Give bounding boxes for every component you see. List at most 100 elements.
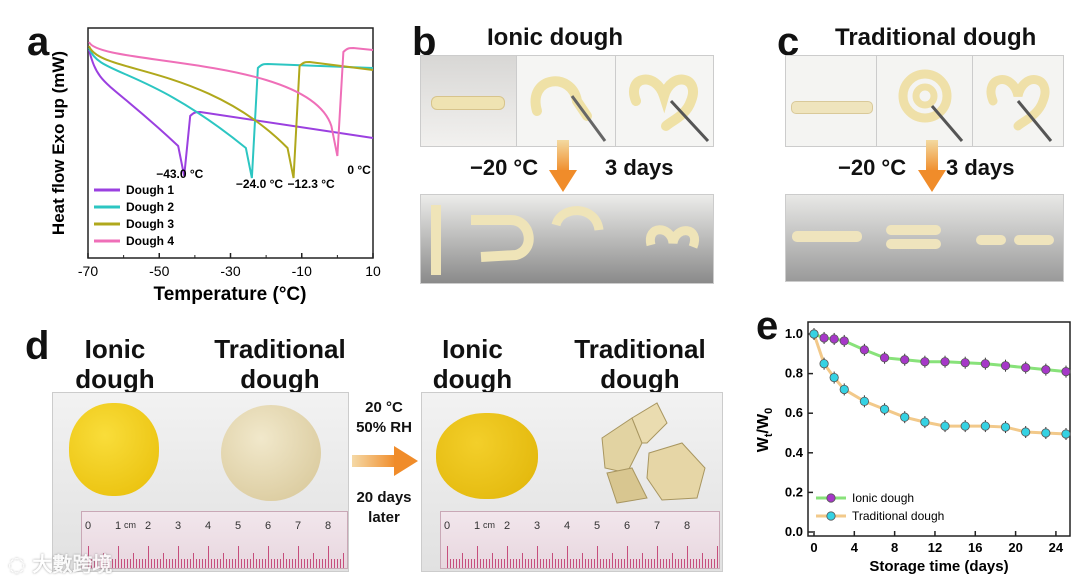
ruler-tick <box>567 546 568 568</box>
ruler-number: 1 <box>474 520 481 532</box>
storage-legend-label-1: Ionic dough <box>852 491 914 505</box>
ruler-number: 8 <box>325 520 332 532</box>
storage-point-2 <box>1000 422 1011 432</box>
ruler-tick <box>310 559 311 568</box>
ruler-tick <box>241 559 242 568</box>
ruler-tick <box>705 559 706 568</box>
ruler-tick <box>193 553 194 568</box>
ruler-tick <box>190 559 191 568</box>
storage-point-2 <box>980 421 990 431</box>
storage-x-tick-label: 20 <box>1008 540 1022 555</box>
dsc-legend-label-4: Dough 4 <box>126 234 174 248</box>
storage-point-1 <box>940 357 950 367</box>
storage-y-tick-label: 0.0 <box>785 524 803 539</box>
ruler-tick <box>247 559 248 568</box>
ruler-tick <box>546 559 547 568</box>
ruler-tick <box>564 559 565 568</box>
ruler-tick <box>597 546 598 568</box>
panel-c-temp: −20 °C <box>838 155 907 180</box>
ruler-tick <box>94 559 95 568</box>
ruler-tick <box>462 553 463 568</box>
dough-before-photo: 0 1 2 3 4 5 6 7 8 cm <box>52 392 349 572</box>
ruler-number: 8 <box>684 520 691 532</box>
ruler-tick <box>636 559 637 568</box>
cond-time1: 20 days <box>356 489 412 506</box>
storage-point-2 <box>1061 429 1071 439</box>
ruler-tick <box>687 546 688 568</box>
dsc-x-axis-label: Temperature (°C) <box>154 284 307 305</box>
storage-point-1 <box>1041 365 1051 375</box>
storage-x-tick-label: 8 <box>891 540 898 555</box>
ruler-tick <box>630 559 631 568</box>
ruler-tick <box>277 559 278 568</box>
ruler-tick <box>259 559 260 568</box>
ruler-tick <box>184 559 185 568</box>
storage-duration: 20 days later <box>348 488 420 528</box>
dsc-curve-3 <box>88 45 374 179</box>
traditional-dough-frozen-photos <box>785 194 1064 282</box>
ruler-tick <box>585 559 586 568</box>
ruler-tick <box>552 553 553 568</box>
ruler-tick <box>666 559 667 568</box>
ruler-tick <box>274 559 275 568</box>
ruler-number: 0 <box>444 520 451 532</box>
ruler-number: 6 <box>624 520 631 532</box>
storage-point-1 <box>879 353 890 363</box>
ruler-tick <box>594 559 595 568</box>
storage-point-1 <box>980 359 990 369</box>
storage-x-tick-label: 12 <box>928 540 942 555</box>
ionic-dough-ball-before <box>69 403 159 496</box>
ruler-tick <box>717 546 718 568</box>
storage-legend-marker-2 <box>826 511 836 521</box>
ruler-tick <box>501 559 502 568</box>
ruler-tick <box>684 559 685 568</box>
ruler-tick <box>238 546 239 568</box>
ruler-tick <box>654 559 655 568</box>
panel-letter-c: c <box>777 20 800 64</box>
storage-point-1 <box>829 334 839 344</box>
ruler-tick <box>588 559 589 568</box>
ruler-tick <box>456 559 457 568</box>
ruler-tick <box>690 559 691 568</box>
ruler-tick <box>280 559 281 568</box>
ruler-tick <box>292 559 293 568</box>
ruler-number: 0 <box>85 520 92 532</box>
dsc-curve-4 <box>88 41 374 157</box>
ruler-number: 4 <box>205 520 212 532</box>
ionic-dough-photo-heart <box>615 55 714 147</box>
traditional-dough-photo-heart <box>972 55 1064 147</box>
ruler-tick <box>133 553 134 568</box>
ruler-tick <box>268 546 269 568</box>
ruler-tick <box>573 559 574 568</box>
ionic-dough-photo-straight <box>420 55 517 147</box>
ruler-number: 7 <box>654 520 661 532</box>
ylabel-sep: /W <box>755 413 772 433</box>
storage-point-2 <box>920 417 930 427</box>
ruler-number: 5 <box>594 520 601 532</box>
ruler-tick <box>160 559 161 568</box>
ruler-tick <box>555 559 556 568</box>
storage-point-2 <box>1021 427 1031 437</box>
dsc-peak-label-3: −12.3 °C <box>288 177 335 191</box>
panel-letter-a: a <box>27 20 50 64</box>
ruler-tick <box>295 559 296 568</box>
ruler-tick <box>447 546 448 568</box>
ruler-tick <box>624 559 625 568</box>
ruler-tick <box>606 559 607 568</box>
traditional-dough-photo-spiral <box>876 55 973 147</box>
ruler-tick <box>702 553 703 568</box>
dsc-chart: -70 -50 -30 -10 10 Heat flow Exo up (mW) Tem… <box>50 27 381 305</box>
ruler-number: 3 <box>175 520 182 532</box>
ruler-tick <box>693 559 694 568</box>
watermark-text: 大數跨境 <box>32 552 113 576</box>
ruler-tick <box>208 546 209 568</box>
panel-c-time: 3 days <box>946 155 1015 180</box>
ruler-tick <box>519 559 520 568</box>
ruler-tick <box>145 559 146 568</box>
traditional-dough-ball-before <box>221 405 321 501</box>
ionic-dough-frozen-photos <box>420 194 714 284</box>
storage-y-tick-label: 0.2 <box>785 484 803 499</box>
ruler-tick <box>202 559 203 568</box>
ruler-tick <box>504 559 505 568</box>
ruler-tick <box>265 559 266 568</box>
